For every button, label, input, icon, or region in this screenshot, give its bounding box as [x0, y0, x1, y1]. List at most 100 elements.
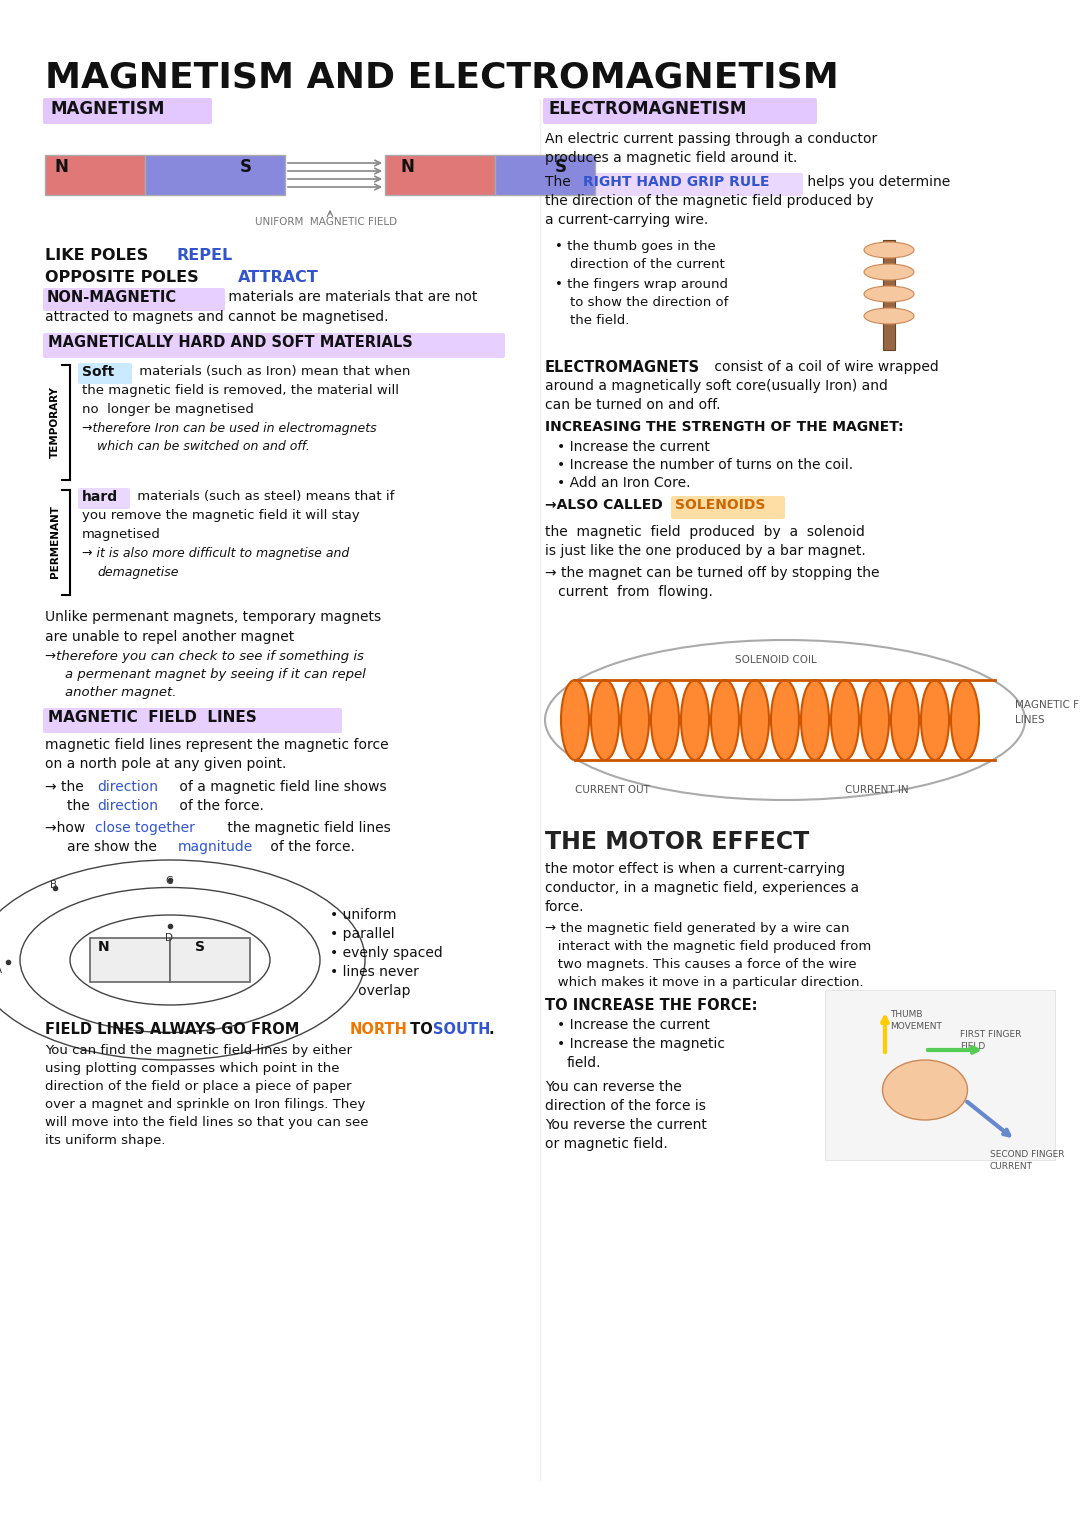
Text: UNIFORM  MAGNETIC FIELD: UNIFORM MAGNETIC FIELD — [255, 218, 397, 227]
FancyBboxPatch shape — [579, 173, 804, 196]
Text: its uniform shape.: its uniform shape. — [45, 1134, 165, 1147]
Text: B: B — [50, 879, 57, 890]
Text: TO INCREASE THE FORCE:: TO INCREASE THE FORCE: — [545, 997, 757, 1013]
Text: of a magnetic field line shows: of a magnetic field line shows — [175, 780, 387, 794]
Text: which can be switched on and off.: which can be switched on and off. — [97, 440, 310, 453]
Text: MAGNETISM: MAGNETISM — [50, 100, 164, 118]
Text: C: C — [165, 876, 173, 885]
Text: N: N — [400, 158, 414, 176]
Bar — [495, 155, 595, 195]
Text: MOVEMENT: MOVEMENT — [890, 1022, 942, 1031]
Text: • the fingers wrap around: • the fingers wrap around — [555, 277, 728, 291]
Text: interact with the magnetic field produced from: interact with the magnetic field produce… — [545, 941, 872, 953]
Text: REPEL: REPEL — [177, 248, 233, 264]
Text: SOUTH: SOUTH — [433, 1022, 490, 1037]
Text: A: A — [0, 965, 2, 974]
Text: a current-carrying wire.: a current-carrying wire. — [545, 213, 708, 227]
Text: The: The — [545, 175, 576, 188]
Text: You can find the magnetic field lines by either: You can find the magnetic field lines by… — [45, 1043, 352, 1057]
Text: MAGNETIC  FIELD  LINES: MAGNETIC FIELD LINES — [48, 709, 257, 725]
Text: using plotting compasses which point in the: using plotting compasses which point in … — [45, 1062, 339, 1075]
Text: → the magnetic field generated by a wire can: → the magnetic field generated by a wire… — [545, 922, 850, 935]
Text: .: . — [488, 1022, 494, 1037]
Text: MAGNETICALLY HARD AND SOFT MATERIALS: MAGNETICALLY HARD AND SOFT MATERIALS — [48, 336, 413, 349]
Text: CURRENT: CURRENT — [990, 1161, 1032, 1170]
Text: CURRENT IN: CURRENT IN — [845, 784, 908, 795]
Text: of the force.: of the force. — [266, 840, 355, 853]
Text: PERMENANT: PERMENANT — [50, 506, 60, 579]
Text: LINES: LINES — [1015, 715, 1044, 725]
Text: close together: close together — [95, 821, 194, 835]
Text: You can reverse the: You can reverse the — [545, 1080, 681, 1094]
Text: direction: direction — [97, 800, 158, 813]
Text: NORTH: NORTH — [350, 1022, 408, 1037]
Text: TO: TO — [405, 1022, 437, 1037]
Ellipse shape — [591, 680, 619, 760]
Ellipse shape — [621, 680, 649, 760]
Text: field.: field. — [567, 1056, 602, 1069]
Text: • uniform: • uniform — [330, 908, 396, 922]
Text: SOLENOIDS: SOLENOIDS — [675, 498, 766, 512]
Text: the magnetic field is removed, the material will: the magnetic field is removed, the mater… — [82, 385, 399, 397]
Text: SECOND FINGER: SECOND FINGER — [990, 1151, 1065, 1160]
Bar — [45, 155, 145, 195]
Text: → the: → the — [45, 780, 89, 794]
Text: force.: force. — [545, 899, 584, 915]
FancyBboxPatch shape — [671, 496, 785, 519]
Text: • the thumb goes in the: • the thumb goes in the — [555, 241, 716, 253]
Ellipse shape — [864, 264, 914, 280]
Text: CURRENT OUT: CURRENT OUT — [575, 784, 650, 795]
Ellipse shape — [651, 680, 679, 760]
Ellipse shape — [711, 680, 739, 760]
Bar — [825, 990, 1055, 1160]
Text: ELECTROMAGNETISM: ELECTROMAGNETISM — [549, 100, 747, 118]
Text: Unlike permenant magnets, temporary magnets: Unlike permenant magnets, temporary magn… — [45, 610, 381, 624]
Bar — [384, 155, 495, 195]
Text: • Increase the current: • Increase the current — [557, 1017, 710, 1033]
Text: materials (such as Iron) mean that when: materials (such as Iron) mean that when — [135, 365, 410, 378]
Text: materials (such as steel) means that if: materials (such as steel) means that if — [133, 490, 394, 502]
Text: S: S — [240, 158, 252, 176]
Text: ATTRACT: ATTRACT — [238, 270, 319, 285]
Text: An electric current passing through a conductor: An electric current passing through a co… — [545, 132, 877, 146]
Ellipse shape — [891, 680, 919, 760]
Ellipse shape — [861, 680, 889, 760]
Ellipse shape — [741, 680, 769, 760]
Text: no  longer be magnetised: no longer be magnetised — [82, 403, 254, 417]
Text: • evenly spaced: • evenly spaced — [330, 945, 443, 961]
Text: which makes it move in a particular direction.: which makes it move in a particular dire… — [545, 976, 864, 990]
Text: helps you determine: helps you determine — [804, 175, 950, 188]
Text: →therefore you can check to see if something is: →therefore you can check to see if somet… — [45, 650, 364, 663]
Bar — [170, 938, 249, 982]
Ellipse shape — [771, 680, 799, 760]
Text: S: S — [555, 158, 567, 176]
Ellipse shape — [864, 242, 914, 257]
Text: magnetised: magnetised — [82, 529, 161, 541]
Text: • lines never: • lines never — [330, 965, 419, 979]
Text: you remove the magnetic field it will stay: you remove the magnetic field it will st… — [82, 509, 360, 522]
Text: current  from  flowing.: current from flowing. — [545, 585, 713, 599]
FancyBboxPatch shape — [43, 98, 212, 124]
Ellipse shape — [864, 286, 914, 302]
Ellipse shape — [864, 308, 914, 323]
Text: to show the direction of: to show the direction of — [570, 296, 728, 309]
Text: TEMPORARY: TEMPORARY — [50, 386, 60, 458]
Text: →ALSO CALLED: →ALSO CALLED — [545, 498, 667, 512]
Text: direction: direction — [97, 780, 158, 794]
FancyBboxPatch shape — [543, 98, 816, 124]
Text: materials are materials that are not: materials are materials that are not — [224, 290, 477, 303]
Text: the motor effect is when a current-carrying: the motor effect is when a current-carry… — [545, 863, 846, 876]
Text: can be turned on and off.: can be turned on and off. — [545, 398, 720, 412]
Text: magnetic field lines represent the magnetic force: magnetic field lines represent the magne… — [45, 738, 389, 752]
Text: will move into the field lines so that you can see: will move into the field lines so that y… — [45, 1115, 368, 1129]
Text: D: D — [165, 933, 173, 944]
Ellipse shape — [801, 680, 829, 760]
Text: → the magnet can be turned off by stopping the: → the magnet can be turned off by stoppi… — [545, 565, 879, 581]
Text: FIRST FINGER: FIRST FINGER — [960, 1030, 1022, 1039]
Text: SOLENOID COIL: SOLENOID COIL — [735, 656, 816, 665]
Text: a permenant magnet by seeing if it can repel: a permenant magnet by seeing if it can r… — [65, 668, 366, 682]
Text: direction of the field or place a piece of paper: direction of the field or place a piece … — [45, 1080, 351, 1092]
Text: hard: hard — [82, 490, 118, 504]
Text: N: N — [98, 941, 110, 954]
Text: two magnets. This causes a force of the wire: two magnets. This causes a force of the … — [545, 958, 856, 971]
